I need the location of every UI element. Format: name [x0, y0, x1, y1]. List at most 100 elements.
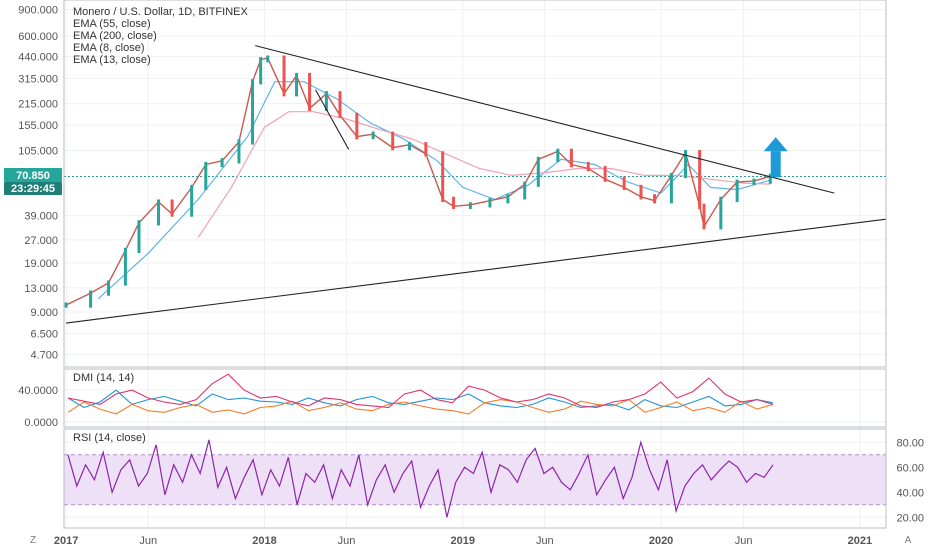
up-arrow-icon[interactable] — [763, 137, 788, 178]
price-title: Monero / U.S. Dollar, 1D, BITFINEX — [73, 6, 248, 18]
x-tick-label: 2018 — [252, 535, 276, 547]
x-tick-label: Jun — [536, 535, 554, 547]
price-y-tick-label: 6.500 — [30, 328, 58, 340]
rsi-pane-border — [63, 428, 887, 529]
price-candle — [371, 131, 375, 140]
price-candle — [137, 220, 141, 254]
price-candle — [719, 196, 723, 230]
ema-line — [197, 111, 771, 238]
price-candle — [536, 156, 540, 187]
price-candle — [220, 158, 224, 168]
price-candle — [488, 198, 492, 208]
left-corner-label: Z — [30, 535, 36, 546]
price-candle — [752, 178, 756, 185]
legend-ema-55: EMA (55, close) — [73, 18, 151, 30]
dmi-y-tick-label: 0.0000 — [24, 417, 58, 429]
price-candle — [324, 91, 328, 112]
price-y-tick-label: 27.000 — [24, 235, 58, 247]
rsi-pane — [67, 439, 774, 518]
rsi-y-tick-label: 40.00 — [896, 487, 924, 499]
price-candle — [586, 161, 590, 172]
price-candle — [622, 176, 626, 191]
auto-scale-right-button[interactable]: A — [905, 535, 912, 546]
x-tick-label: 2021 — [848, 535, 872, 547]
price-line — [65, 57, 771, 306]
right-corner-label: A — [905, 535, 912, 546]
rsi-band-fill — [64, 454, 886, 505]
price-candle — [698, 149, 702, 209]
price-candle — [251, 79, 255, 145]
last-price-tag: 70.850 23:29:45 — [4, 168, 62, 195]
price-legend: Monero / U.S. Dollar, 1D, BITFINEX EMA (… — [73, 6, 248, 66]
price-candle — [391, 131, 395, 151]
price-candle — [259, 57, 263, 85]
rsi-y-tick-label: 20.00 — [896, 512, 924, 524]
price-pane — [64, 45, 886, 324]
price-candle — [684, 149, 688, 179]
trendline-upper-resistance[interactable] — [255, 45, 835, 194]
x-tick-label: Jun — [735, 535, 753, 547]
price-candle — [266, 55, 270, 63]
ema-line — [97, 81, 771, 300]
price-y-tick-label: 600.000 — [18, 31, 58, 43]
price-y-tick-label: 440.000 — [18, 52, 58, 64]
price-candle — [338, 91, 342, 118]
legend-ema-13: EMA (13, close) — [73, 54, 151, 66]
auto-scale-left-button[interactable]: Z — [30, 535, 36, 546]
rsi-y-tick-label: 80.00 — [896, 437, 924, 449]
price-candle — [639, 184, 643, 200]
rsi-y-tick-label: 60.00 — [896, 462, 924, 474]
price-pane-border — [63, 0, 887, 368]
price-y-tick-label: 39.000 — [24, 211, 58, 223]
price-y-tick-label: 215.000 — [18, 99, 58, 111]
dmi-line — [67, 398, 774, 415]
price-candle — [204, 161, 208, 191]
price-candle — [295, 72, 299, 97]
dmi-y-tick-label: 40.0000 — [18, 385, 58, 397]
price-candle — [653, 194, 657, 204]
price-candle — [569, 148, 573, 168]
price-y-tick-label: 9.000 — [30, 307, 58, 319]
dmi-pane-border — [63, 368, 887, 428]
price-y-tick-label: 315.000 — [18, 74, 58, 86]
last-price-label: 70.850 — [16, 170, 50, 182]
price-y-tick-label: 4.700 — [30, 350, 58, 362]
price-candle — [556, 148, 560, 163]
price-candle — [123, 247, 127, 286]
trendline-lower-support[interactable] — [66, 218, 886, 324]
price-candle — [157, 199, 161, 226]
gridlines — [64, 0, 886, 528]
price-y-tick-label: 13.000 — [24, 283, 58, 295]
x-tick-label: 2019 — [451, 535, 475, 547]
price-candle — [702, 203, 706, 230]
axis-labels: 900.000 600.000 440.000 315.000 215.000 155.0… — [18, 5, 924, 547]
price-candle — [603, 165, 607, 182]
price-candle — [424, 142, 428, 157]
price-candle — [355, 112, 359, 140]
dmi-line — [67, 389, 774, 411]
legend-ema-200: EMA (200, close) — [73, 30, 157, 42]
x-tick-label: 2020 — [649, 535, 673, 547]
rsi-title: RSI (14, close) — [73, 432, 146, 444]
price-candle — [506, 194, 510, 204]
dmi-line — [67, 373, 774, 409]
price-candle — [190, 184, 194, 217]
price-candle — [452, 196, 456, 209]
trendline-2018-downtrend-segment[interactable] — [315, 89, 350, 150]
price-candle — [441, 151, 445, 203]
price-candle — [64, 302, 68, 308]
rsi-band — [64, 454, 886, 506]
price-y-tick-label: 105.000 — [18, 146, 58, 158]
x-tick-label: Jun — [139, 535, 157, 547]
price-y-tick-label: 19.000 — [24, 258, 58, 270]
legend-ema-8: EMA (8, close) — [73, 42, 145, 54]
price-candle — [735, 179, 739, 203]
x-tick-label: 2017 — [54, 535, 78, 547]
countdown-label: 23:29:45 — [11, 183, 55, 195]
price-candle — [308, 72, 312, 112]
price-candle — [768, 173, 772, 184]
dmi-pane — [67, 373, 774, 415]
price-y-tick-label: 900.000 — [18, 5, 58, 17]
